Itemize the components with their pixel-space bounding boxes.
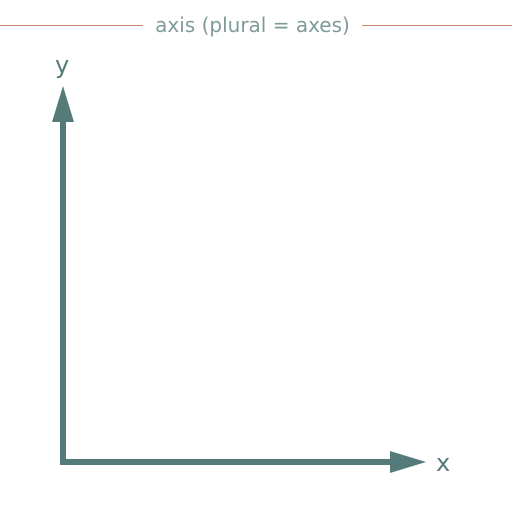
x-axis-label: x	[436, 449, 451, 477]
title-rule-left	[0, 25, 143, 26]
diagram-title: axis (plural = axes)	[155, 13, 350, 37]
y-axis-arrowhead	[52, 86, 74, 122]
title-row: axis (plural = axes)	[0, 10, 512, 40]
title-rule-right	[362, 25, 512, 26]
x-axis-arrowhead	[390, 451, 426, 473]
y-axis-label: y	[55, 51, 70, 79]
